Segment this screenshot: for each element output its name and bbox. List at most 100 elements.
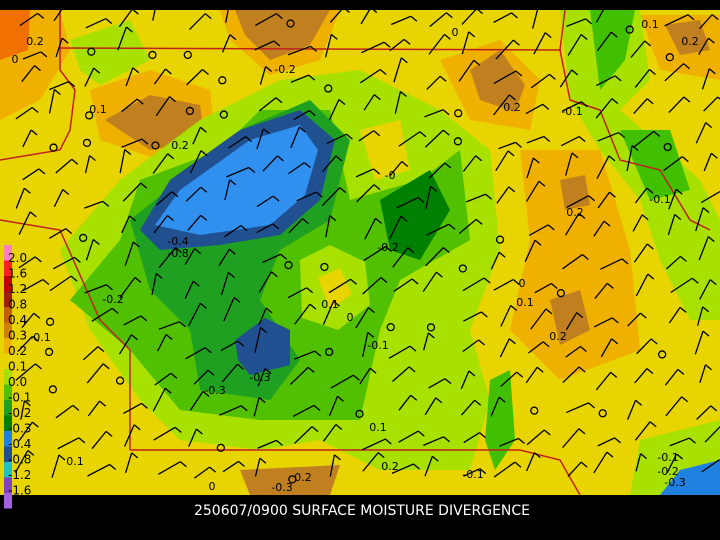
- wind-barb: [288, 218, 303, 234]
- barb-flag: [237, 363, 244, 370]
- barb-flag: [479, 468, 487, 475]
- barb-flag: [417, 430, 425, 437]
- barb-flag: [272, 195, 280, 202]
- barb-flag: [335, 155, 343, 162]
- wind-barb: [18, 421, 33, 442]
- calm-circle: [556, 288, 566, 298]
- contour-label: 0.2: [681, 35, 699, 48]
- wind-barb: [21, 312, 35, 329]
- wind-barb: [186, 69, 203, 86]
- barb-flag: [313, 404, 321, 411]
- wind-barb: [256, 195, 274, 208]
- calm-circle: [183, 50, 192, 60]
- wind-barb: [398, 430, 419, 443]
- barb-flag: [369, 367, 377, 374]
- wind-barb: [463, 432, 480, 444]
- wind-barb: [258, 307, 267, 326]
- wind-barb: [53, 2, 67, 22]
- barb-flag: [140, 182, 148, 189]
- barb-flag: [679, 255, 687, 262]
- barb-flag: [200, 150, 208, 157]
- wind-barb: [530, 73, 550, 89]
- calm-circle: [79, 233, 88, 243]
- barb-flag: [614, 75, 622, 82]
- barb-flag: [400, 57, 408, 64]
- wind-barb: [526, 135, 545, 144]
- wind-barb: [55, 37, 63, 58]
- barb-flag: [345, 133, 353, 140]
- wind-barb: [596, 155, 610, 180]
- barb-flag: [106, 284, 113, 291]
- wind-barb: [321, 187, 341, 207]
- field-green: [620, 130, 690, 200]
- barb-flag: [272, 223, 280, 230]
- wind-barb: [398, 394, 412, 411]
- barb-flag: [571, 69, 579, 76]
- wind-barb: [121, 215, 131, 234]
- barb-flag: [228, 271, 235, 278]
- field-blue: [155, 125, 318, 235]
- barb-flag: [199, 302, 207, 309]
- barb-flag: [276, 439, 283, 446]
- wind-barb: [51, 454, 60, 478]
- barb-flag: [194, 248, 202, 255]
- calm-circle: [324, 84, 333, 93]
- barb-flag: [603, 220, 611, 227]
- wind-barb: [388, 345, 411, 359]
- wind-barb: [703, 153, 712, 172]
- wind-barb: [259, 66, 267, 85]
- barb-flag: [314, 350, 322, 357]
- contour-label: 0.1: [89, 103, 107, 116]
- barb-flag: [585, 18, 593, 25]
- barb-flag: [411, 278, 419, 285]
- wind-barb: [123, 315, 142, 326]
- contour-label: -0.1: [29, 331, 50, 344]
- barb-flag: [308, 74, 316, 81]
- contour-label: 0.1: [641, 18, 659, 31]
- barb-flag: [417, 197, 425, 204]
- contour-label: 0.2: [171, 139, 189, 152]
- wind-barb: [562, 254, 583, 270]
- wind-barb: [123, 424, 135, 447]
- wind-barb: [155, 96, 171, 117]
- calm-circle: [284, 260, 293, 270]
- barb-flag: [543, 429, 551, 436]
- contour-label: -0.8: [167, 247, 188, 260]
- barb-flag: [483, 277, 491, 284]
- barb-flag: [702, 330, 710, 337]
- barb-flag: [306, 287, 314, 294]
- barb-flag: [435, 397, 443, 404]
- barb-flag: [578, 428, 586, 435]
- barb-flag: [78, 437, 86, 444]
- barb-flag: [679, 306, 687, 313]
- wind-barb: [462, 277, 485, 292]
- wind-barb: [184, 248, 196, 265]
- wind-barb: [193, 369, 209, 385]
- contour-label: -0.1: [649, 193, 670, 206]
- wind-barb: [52, 256, 75, 270]
- barb-flag: [141, 402, 148, 409]
- barb-flag: [165, 334, 173, 340]
- barb-flag: [468, 31, 476, 38]
- barb-flag: [609, 191, 616, 198]
- barb-flag: [170, 372, 178, 379]
- barb-flag: [23, 400, 31, 407]
- wind-barb: [321, 155, 337, 173]
- wind-barb: [293, 110, 310, 121]
- wind-barb: [701, 68, 710, 90]
- barb-flag: [228, 248, 236, 255]
- barb-flag: [248, 167, 256, 174]
- wind-barb: [118, 334, 133, 355]
- wind-barb: [493, 94, 510, 116]
- wind-barb: [15, 188, 25, 209]
- contour-labels: 0.2 0 0.1 -0.2 0 0.1 0.2 0.2 -0.1 0.2 -0 -0.4-0.8 -0…: [12, 18, 699, 494]
- barb-flag: [576, 312, 584, 319]
- field-yellow: [360, 120, 410, 180]
- wind-barb: [123, 402, 142, 414]
- colorbar-label: -0.2: [8, 406, 31, 420]
- barb-flag: [631, 145, 639, 152]
- barb-flag: [611, 98, 619, 105]
- wind-barb: [359, 367, 371, 385]
- colorbar-swatch: [4, 291, 12, 307]
- barb-flag: [111, 307, 119, 314]
